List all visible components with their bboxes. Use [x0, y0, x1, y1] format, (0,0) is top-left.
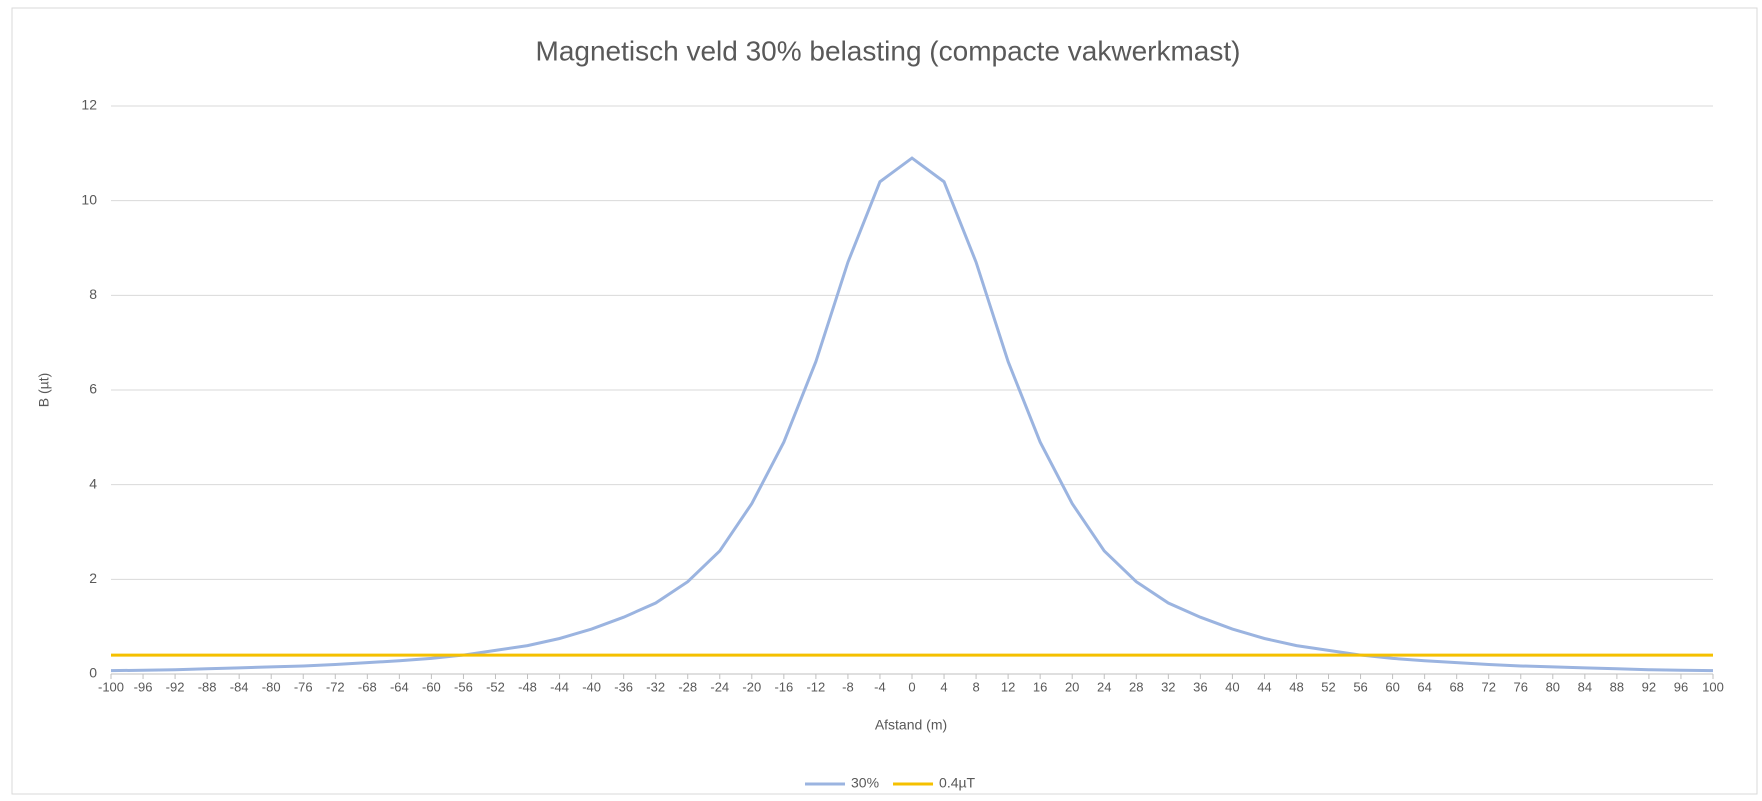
x-tick-label: 100 [1702, 679, 1724, 694]
x-tick-label: 4 [940, 679, 947, 694]
x-tick-label: 44 [1257, 679, 1271, 694]
x-tick-label: 80 [1546, 679, 1560, 694]
x-tick-label: -92 [166, 679, 185, 694]
x-tick-label: -76 [294, 679, 313, 694]
legend-label: 30% [851, 775, 879, 791]
y-tick-label: 2 [89, 570, 97, 586]
y-axis-label: B (µt) [36, 373, 52, 408]
x-tick-label: 8 [972, 679, 979, 694]
x-tick-label: 84 [1578, 679, 1592, 694]
x-tick-label: 20 [1065, 679, 1079, 694]
x-tick-label: 24 [1097, 679, 1111, 694]
x-tick-label: -32 [646, 679, 665, 694]
x-tick-label: -40 [582, 679, 601, 694]
x-tick-label: -88 [198, 679, 217, 694]
y-tick-label: 0 [89, 665, 97, 681]
x-tick-label: 36 [1193, 679, 1207, 694]
y-tick-label: 10 [81, 191, 97, 207]
x-tick-label: 88 [1610, 679, 1624, 694]
y-tick-label: 4 [89, 475, 97, 491]
x-tick-label: 68 [1449, 679, 1463, 694]
x-tick-label: 96 [1674, 679, 1688, 694]
x-tick-label: 72 [1481, 679, 1495, 694]
x-tick-label: 0 [908, 679, 915, 694]
x-tick-label: -20 [742, 679, 761, 694]
x-tick-label: -68 [358, 679, 377, 694]
chart-title: Magnetisch veld 30% belasting (compacte … [536, 35, 1241, 66]
x-tick-label: 56 [1353, 679, 1367, 694]
x-tick-label: -44 [550, 679, 569, 694]
y-tick-label: 8 [89, 286, 97, 302]
x-tick-label: 12 [1001, 679, 1015, 694]
x-tick-label: 76 [1514, 679, 1528, 694]
x-tick-label: 16 [1033, 679, 1047, 694]
series-line [110, 156, 1714, 673]
y-tick-label: 12 [81, 97, 97, 113]
legend-label: 0.4µT [939, 775, 976, 791]
x-tick-label: -64 [390, 679, 409, 694]
x-tick-label: 48 [1289, 679, 1303, 694]
x-tick-label: -24 [710, 679, 729, 694]
y-tick-label: 6 [89, 381, 97, 397]
x-tick-label: -60 [422, 679, 441, 694]
x-tick-label: -100 [98, 679, 124, 694]
x-tick-label: 28 [1129, 679, 1143, 694]
x-tick-label: 64 [1417, 679, 1431, 694]
x-tick-label: -8 [842, 679, 854, 694]
x-tick-label: -16 [774, 679, 793, 694]
x-tick-label: -96 [134, 679, 153, 694]
x-tick-label: -36 [614, 679, 633, 694]
x-tick-label: 60 [1385, 679, 1399, 694]
x-tick-label: -28 [678, 679, 697, 694]
x-tick-label: -52 [486, 679, 505, 694]
x-tick-label: -56 [454, 679, 473, 694]
x-tick-label: -72 [326, 679, 345, 694]
x-tick-label: -4 [874, 679, 886, 694]
x-tick-label: 40 [1225, 679, 1239, 694]
x-tick-label: 32 [1161, 679, 1175, 694]
x-tick-label: 52 [1321, 679, 1335, 694]
chart-frame [11, 7, 1758, 795]
x-axis-label: Afstand (m) [875, 717, 947, 733]
x-tick-label: -48 [518, 679, 537, 694]
x-tick-label: 92 [1642, 679, 1656, 694]
x-tick-label: -12 [806, 679, 825, 694]
x-tick-label: -84 [230, 679, 249, 694]
x-tick-label: -80 [262, 679, 281, 694]
